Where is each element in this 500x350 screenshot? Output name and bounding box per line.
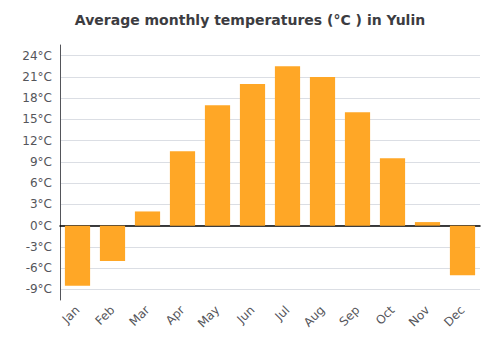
svg-text:Jun: Jun [234,303,258,327]
svg-text:9°C: 9°C [30,155,52,169]
svg-text:-6°C: -6°C [26,261,52,275]
svg-text:Nov: Nov [406,303,432,329]
svg-text:18°C: 18°C [22,91,52,105]
svg-text:15°C: 15°C [22,112,52,126]
svg-text:Jul: Jul [272,303,293,324]
svg-text:-3°C: -3°C [26,240,52,254]
svg-text:Average monthly temperatures (: Average monthly temperatures (°C ) in Yu… [75,12,425,28]
svg-text:-9°C: -9°C [26,282,52,296]
svg-text:Aug: Aug [301,303,327,329]
svg-text:Jan: Jan [59,303,83,327]
svg-text:May: May [195,303,222,330]
svg-text:0°C: 0°C [30,219,52,233]
svg-text:Oct: Oct [373,303,398,328]
svg-text:Apr: Apr [163,303,188,328]
svg-text:21°C: 21°C [22,70,52,84]
svg-text:Mar: Mar [127,303,153,329]
svg-text:Sep: Sep [337,303,363,329]
svg-text:12°C: 12°C [22,134,52,148]
svg-text:24°C: 24°C [22,49,52,63]
svg-text:6°C: 6°C [30,176,52,190]
svg-text:Feb: Feb [93,303,118,328]
svg-text:Dec: Dec [441,303,467,329]
svg-text:3°C: 3°C [30,197,52,211]
